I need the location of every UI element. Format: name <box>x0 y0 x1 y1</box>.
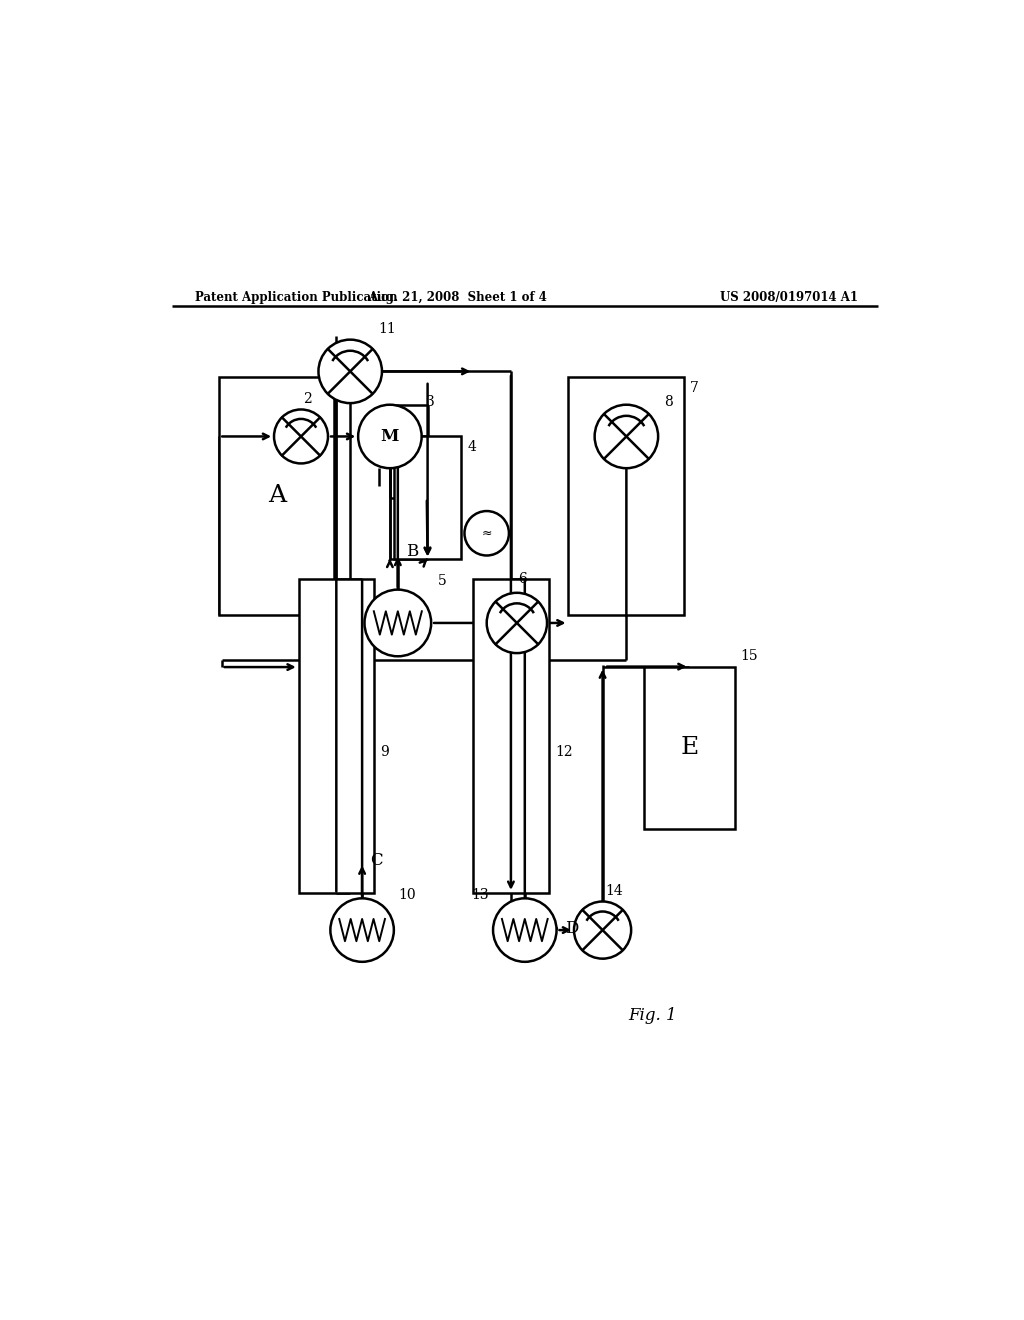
Text: 10: 10 <box>398 888 416 903</box>
Text: M: M <box>381 428 399 445</box>
Bar <box>568 378 684 615</box>
Bar <box>219 378 334 615</box>
Text: 4: 4 <box>468 441 476 454</box>
Circle shape <box>465 511 509 556</box>
Text: US 2008/0197014 A1: US 2008/0197014 A1 <box>720 292 858 304</box>
Text: 1: 1 <box>341 381 349 395</box>
Text: C: C <box>370 851 383 869</box>
Bar <box>394 437 462 560</box>
Text: 15: 15 <box>740 648 758 663</box>
Circle shape <box>493 899 557 962</box>
Text: 5: 5 <box>437 574 446 587</box>
Bar <box>299 579 374 892</box>
Text: B: B <box>406 543 418 560</box>
Bar <box>473 579 549 892</box>
Text: Patent Application Publication: Patent Application Publication <box>196 292 398 304</box>
Circle shape <box>574 902 631 958</box>
Circle shape <box>595 405 658 469</box>
Circle shape <box>274 409 328 463</box>
Circle shape <box>318 339 382 403</box>
Text: 7: 7 <box>690 381 698 395</box>
Text: ≈: ≈ <box>481 527 492 540</box>
Text: A: A <box>267 484 286 507</box>
Text: 11: 11 <box>378 322 395 335</box>
Text: D: D <box>565 920 579 937</box>
Text: 6: 6 <box>518 573 527 586</box>
Text: 3: 3 <box>426 395 435 409</box>
Text: 8: 8 <box>665 395 673 409</box>
Text: 13: 13 <box>471 888 489 903</box>
Text: Fig. 1: Fig. 1 <box>628 1007 677 1024</box>
Text: 12: 12 <box>555 744 572 759</box>
Circle shape <box>358 405 422 469</box>
Text: 2: 2 <box>303 392 311 405</box>
Text: 14: 14 <box>606 883 624 898</box>
Text: 9: 9 <box>380 744 389 759</box>
Text: Aug. 21, 2008  Sheet 1 of 4: Aug. 21, 2008 Sheet 1 of 4 <box>368 292 547 304</box>
Circle shape <box>331 899 394 962</box>
Text: E: E <box>680 737 698 759</box>
Bar <box>644 667 735 829</box>
Circle shape <box>365 590 431 656</box>
Circle shape <box>486 593 547 653</box>
